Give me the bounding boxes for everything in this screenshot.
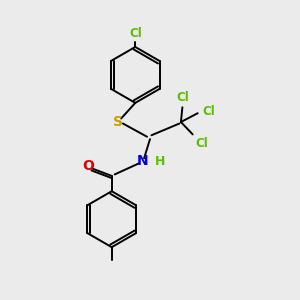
Text: N: N	[137, 154, 148, 168]
Text: O: O	[82, 159, 94, 173]
Text: Cl: Cl	[129, 28, 142, 40]
Text: Cl: Cl	[176, 91, 189, 104]
Text: Cl: Cl	[196, 137, 208, 150]
Text: Cl: Cl	[202, 105, 215, 118]
Text: S: S	[112, 115, 123, 129]
Text: H: H	[155, 155, 165, 168]
